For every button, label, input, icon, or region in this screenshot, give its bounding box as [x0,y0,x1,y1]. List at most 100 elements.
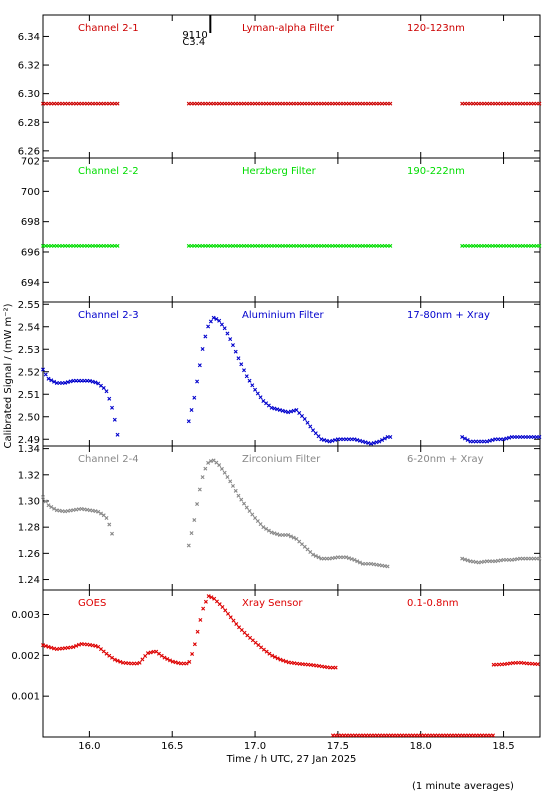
panel-band: 190-222nm [407,166,465,177]
data-point [93,509,98,514]
data-point [349,557,354,562]
data-point [300,414,304,418]
data-point [195,379,200,384]
data-point [203,466,208,471]
data-point [90,643,95,648]
data-point [93,643,98,648]
data-point [250,512,255,517]
data-point [267,651,272,656]
panel-frame-5 [42,589,541,738]
data-point [311,552,316,557]
panel-band: 17-80nm + Xray [407,310,490,321]
data-point [101,385,106,390]
data-point [90,379,95,384]
panel-filter: Zirconium Filter [242,454,321,465]
y-tick-label: 1.24 [18,575,40,586]
panel-filter: Aluminium Filter [242,310,325,321]
data-point [87,378,92,383]
data-point [52,506,57,511]
data-point [491,733,496,738]
data-point [537,101,542,106]
data-point [275,656,280,661]
data-point [104,389,109,394]
data-point [465,438,470,442]
y-tick-label: 6.32 [18,61,40,72]
data-point [110,531,115,536]
data-point [49,645,54,650]
data-point [286,533,291,538]
data-point [501,437,506,442]
y-tick-label: 1.28 [18,523,40,534]
data-point [385,564,390,569]
data-point [247,509,252,514]
data-point [462,557,467,562]
data-point [104,516,109,520]
data-point [195,502,200,507]
data-point [187,659,192,664]
data-point [98,511,103,516]
y-tick-label: 700 [21,187,40,198]
data-point [244,505,249,510]
data-point [162,655,167,660]
data-point [93,380,98,385]
data-point [201,606,206,611]
data-point [143,654,148,659]
data-point [206,460,211,465]
data-point [222,470,227,475]
data-point [220,605,225,610]
data-point [107,396,112,401]
data-point [222,326,227,331]
data-point [270,653,275,658]
data-point [280,408,285,413]
data-point [460,556,465,561]
data-point [208,319,213,324]
data-point [242,501,246,506]
data-point [63,380,68,385]
data-point [236,356,241,361]
data-point [269,530,274,535]
data-point [219,322,224,327]
data-point [247,378,252,383]
data-point [291,408,296,413]
data-point [46,644,51,649]
data-point [49,505,54,509]
data-point [327,439,332,444]
data-point [277,408,282,412]
data-point [302,417,307,421]
data-point [189,531,194,536]
data-point [355,559,360,564]
data-point [234,622,239,627]
data-point [490,438,495,442]
data-point [101,513,106,518]
data-point [288,534,293,539]
footnote: (1 minute averages) [412,781,514,792]
y-tick-label: 696 [21,247,40,258]
y-tick-label: 2.49 [18,435,40,446]
data-point [118,659,123,664]
data-point [388,243,393,248]
data-point [305,547,310,552]
y-tick-label: 1.32 [18,470,40,481]
data-point [236,493,241,498]
data-point [192,642,197,647]
data-point [294,536,299,541]
data-point [233,488,238,493]
data-point [233,349,238,354]
panel-band: 6-20nm + Xray [407,454,484,465]
data-point [272,531,277,536]
data-point [319,437,324,442]
data-point [269,405,274,410]
data-point [203,599,208,604]
data-point [217,602,222,607]
data-point [107,522,112,527]
data-point [537,435,542,439]
x-tick-label: 18.0 [410,741,432,752]
y-tick-label: 1.26 [18,549,40,560]
data-point [316,555,321,560]
data-point [308,550,313,555]
data-point [186,543,191,548]
panel-label: GOES [78,598,106,609]
data-point [71,644,76,649]
panel-band: 0.1-0.8nm [407,598,459,609]
data-point [297,411,302,415]
